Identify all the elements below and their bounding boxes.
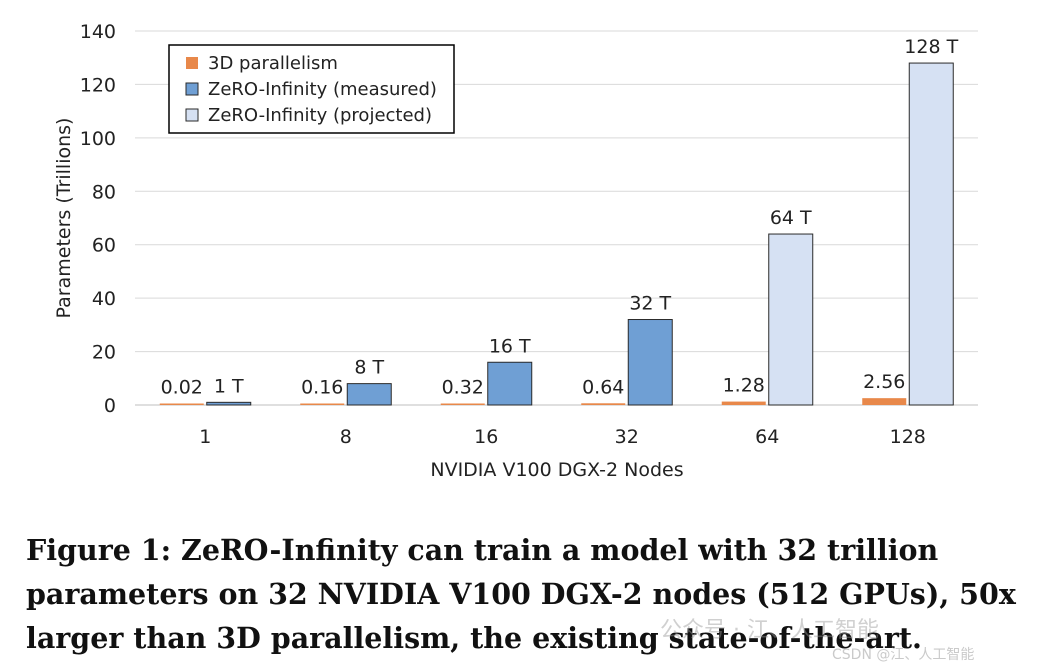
bar-data-label: 0.64 xyxy=(582,376,624,398)
x-tick-label: 32 xyxy=(615,426,639,448)
y-tick-label: 120 xyxy=(80,74,116,96)
bar-3d-parallelism-8 xyxy=(300,403,345,405)
bar-chart: 0 20 40 60 80 100 120 140 0.02 1 T 0.16 8 T 0.3216 … xyxy=(53,21,978,481)
bar-zero-infinity-measured--32 xyxy=(627,319,673,406)
x-axis-label: NVIDIA V100 DGX-2 Nodes xyxy=(430,459,683,481)
bar-data-label: 0.02 xyxy=(161,377,203,399)
bar-zero-infinity-projected--128 xyxy=(908,62,954,406)
bar-data-label: 32 T xyxy=(629,293,671,315)
watermark-sub: CSDN @江、人工智能 xyxy=(832,647,975,663)
legend-entry: ZeRO-Infinity (projected) xyxy=(208,105,432,126)
x-tick-label: 128 xyxy=(890,426,926,448)
x-axis-ticks: 1 8 16 32 64 128 xyxy=(199,426,926,448)
legend-box xyxy=(168,44,455,134)
x-tick-label: 1 xyxy=(199,426,211,448)
figure-caption: Figure 1: ZeRO-Infinity can train a mode… xyxy=(26,533,1016,655)
y-tick-label: 100 xyxy=(80,128,116,150)
legend-swatch xyxy=(185,82,199,96)
legend-swatch xyxy=(185,108,199,122)
bar-3d-parallelism-32 xyxy=(581,403,626,405)
bar-data-label: 8 T xyxy=(354,357,384,379)
bar-zero-infinity-projected--64 xyxy=(768,233,814,406)
y-tick-label: 0 xyxy=(104,395,116,417)
bar-data-label: 16 T xyxy=(489,335,531,357)
y-tick-label: 60 xyxy=(92,235,116,257)
bar-data-label: 0.32 xyxy=(442,377,484,399)
watermark: 公众号 · 江、人工智能 xyxy=(660,618,879,643)
bar-3d-parallelism-64 xyxy=(721,401,766,405)
bar-data-label: 0.16 xyxy=(301,377,343,399)
y-tick-label: 20 xyxy=(92,342,116,364)
bar-zero-infinity-measured--16 xyxy=(487,361,533,406)
y-axis-ticks: 0 20 40 60 80 100 120 140 xyxy=(80,21,116,417)
y-tick-label: 140 xyxy=(80,21,116,43)
bar-3d-parallelism-1 xyxy=(159,403,204,405)
x-tick-label: 16 xyxy=(474,426,498,448)
bar-zero-infinity-measured--1 xyxy=(206,401,252,406)
y-tick-label: 80 xyxy=(92,181,116,203)
y-axis-label: Parameters (Trillions) xyxy=(53,118,75,319)
bar-data-label: 64 T xyxy=(770,207,812,229)
bar-data-label: 2.56 xyxy=(863,371,905,393)
legend-swatch xyxy=(186,57,198,69)
x-tick-label: 8 xyxy=(340,426,352,448)
legend-entry: 3D parallelism xyxy=(208,53,338,74)
x-tick-label: 64 xyxy=(755,426,779,448)
bar-zero-infinity-measured--8 xyxy=(346,383,392,406)
bar-data-label: 1 T xyxy=(214,375,244,397)
bar-data-label: 128 T xyxy=(904,36,958,58)
legend-entry: ZeRO-Infinity (measured) xyxy=(208,79,437,100)
bar-data-label: 1.28 xyxy=(723,375,765,397)
bar-3d-parallelism-16 xyxy=(440,403,485,405)
y-tick-label: 40 xyxy=(92,288,116,310)
bar-3d-parallelism-128 xyxy=(862,398,907,405)
bars xyxy=(159,62,954,406)
legend: 3D parallelism ZeRO-Infinity (measured) Ze… xyxy=(168,44,455,134)
